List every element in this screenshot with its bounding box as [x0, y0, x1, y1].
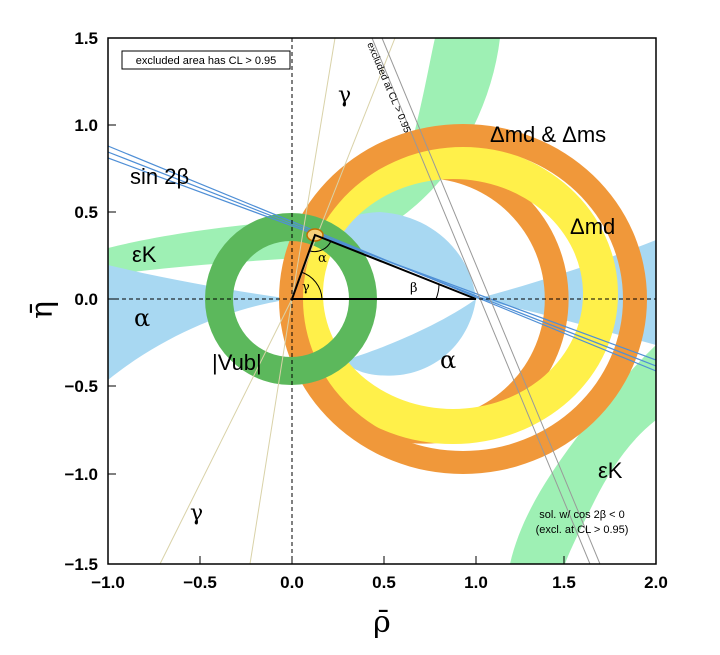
excluded-diagonal-lines	[371, 38, 601, 564]
angle-arc-gamma	[300, 271, 323, 300]
x-tick-label: −1.0	[91, 573, 125, 592]
constraint-regions	[108, 38, 656, 564]
angle-arc-beta	[435, 283, 440, 300]
alpha-lobe-upper	[318, 212, 476, 299]
y-tick-label: −0.5	[64, 377, 98, 396]
tick-marks	[107, 37, 657, 565]
triangle-angle-beta: β	[410, 281, 418, 296]
alpha-label-left: α	[134, 304, 150, 332]
x-tick-label: 0.5	[372, 573, 396, 592]
excluded-area-box	[121, 50, 291, 70]
y-tick-label: −1.0	[64, 465, 98, 484]
sol-note-line1: sol. w/ cos 2β < 0	[539, 509, 625, 521]
dmd-dms-label: Δmd & Δms	[490, 122, 606, 147]
x-tick-label: −0.5	[183, 573, 217, 592]
x-tick-label: 1.5	[552, 573, 576, 592]
excluded-area-label: excluded area has CL > 0.95	[136, 55, 277, 67]
dmd-label: Δmd	[570, 214, 615, 239]
gamma-rays	[159, 38, 396, 564]
x-tick-label: 2.0	[644, 573, 668, 592]
triangle-angle-alpha: α	[318, 251, 327, 266]
epsk-label-left: εK	[132, 242, 157, 267]
y-tick-label: 1.5	[74, 29, 98, 48]
vub-annulus	[205, 213, 377, 385]
sin2b-lines	[108, 145, 656, 372]
y-axis-label: η̄	[25, 301, 60, 319]
unitarity-triangle	[290, 233, 477, 300]
alpha-lobe-lower	[345, 299, 476, 376]
vub-label: |Vub|	[212, 350, 262, 375]
sin2b-label: sin 2β	[130, 164, 189, 189]
sol-note-line2: (excl. at CL > 0.95)	[536, 524, 629, 536]
gamma-label-bottom: γ	[190, 501, 203, 526]
triangle-angle-gamma: γ	[302, 280, 310, 295]
y-tick-label: −1.5	[64, 555, 98, 574]
plot-frame	[107, 37, 657, 565]
alpha-lobe-left	[108, 265, 292, 380]
gamma-label-top: γ	[338, 83, 351, 108]
epsk-band-lower	[510, 345, 656, 564]
x-tick-label: 1.0	[464, 573, 488, 592]
angle-arc-alpha	[309, 240, 332, 253]
alpha-label-right: α	[440, 346, 456, 374]
y-tick-label: 1.0	[74, 116, 98, 135]
x-tick-label: 0.0	[280, 573, 304, 592]
x-axis-label: ρ̄	[373, 605, 391, 640]
y-tick-label: 0.0	[74, 290, 98, 309]
epsk-label-right: εK	[598, 458, 623, 483]
y-tick-label: 0.5	[74, 203, 98, 222]
